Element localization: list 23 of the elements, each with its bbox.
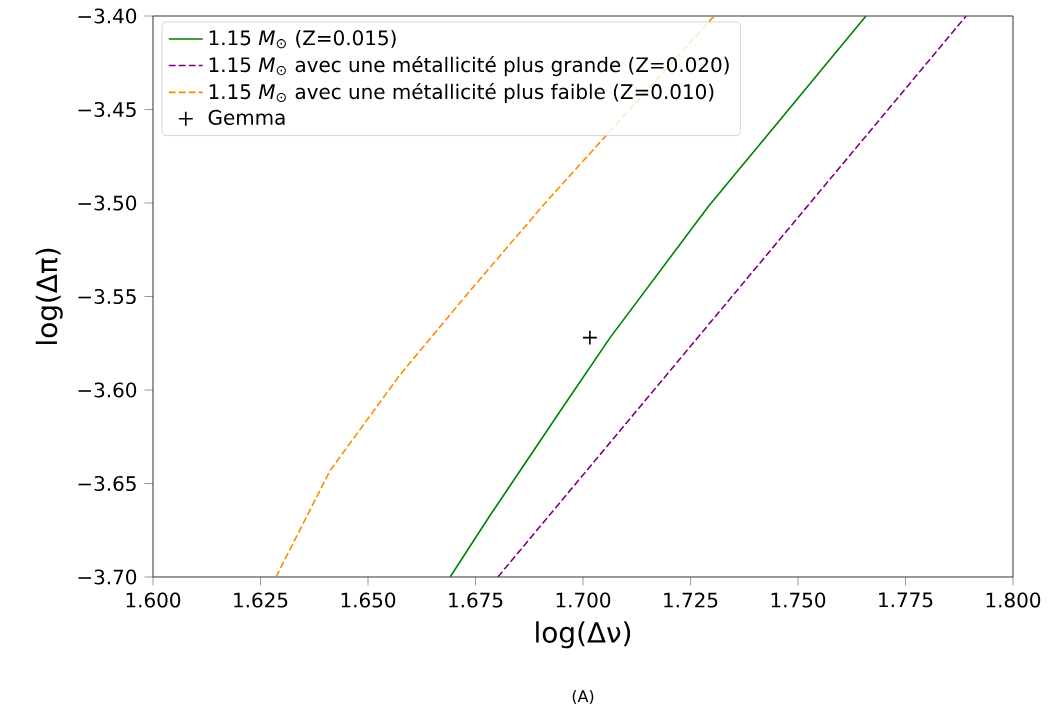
legend-label: 1.15 M$_{⊙}$ avec une métallicité plus faible (Z=0.010): [209, 82, 714, 104]
y-tick-label: −3.60: [78, 382, 137, 398]
x-tick-label: 1.700: [556, 592, 611, 608]
legend-label: 1.15 M$_{⊙}$ avec une métallicité plus grande (Z=0.020): [209, 56, 729, 77]
y-tick-label: −3.40: [78, 8, 137, 24]
y-axis-title: log(Δπ): [35, 248, 63, 344]
y-tick-label: −3.65: [78, 475, 136, 492]
x-tick-label: 1.800: [986, 592, 1041, 608]
x-tick-label: 1.650: [341, 592, 396, 608]
x-tick-label: 1.725: [664, 592, 718, 608]
x-tick-label: 1.675: [449, 592, 503, 608]
x-tick-label: 1.750: [771, 592, 826, 608]
legend-label: Gemma: [208, 109, 285, 125]
legend-label: 1.15 M$_{⊙}$ (Z=0.015): [209, 29, 396, 49]
x-axis-title: log(Δν): [536, 621, 631, 649]
y-tick-label: −3.45: [78, 101, 136, 118]
text: (A): [572, 689, 594, 705]
x-tick-label: 1.600: [126, 592, 181, 608]
y-tick-label: −3.70: [78, 569, 137, 585]
y-tick-label: −3.50: [78, 195, 137, 211]
y-tick-label: −3.55: [78, 288, 136, 305]
x-tick-label: 1.775: [879, 592, 933, 608]
x-tick-label: 1.625: [234, 592, 288, 608]
